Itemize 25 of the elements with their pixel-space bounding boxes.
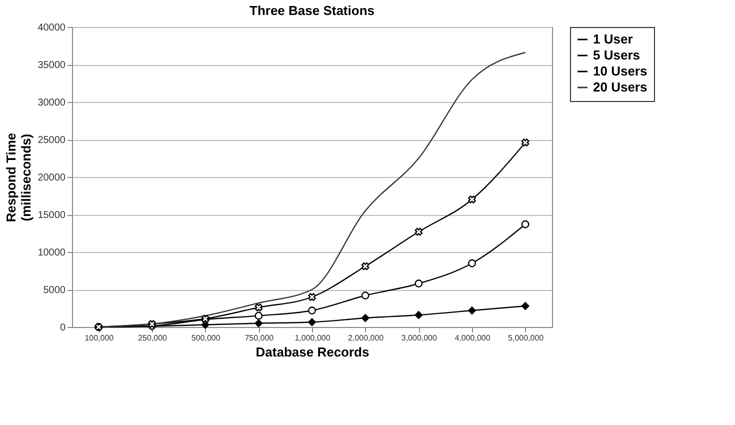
x-tick-label: 100,000 (84, 334, 114, 342)
chart-title: Three Base Stations (250, 3, 374, 18)
y-tick-label: 0 (60, 322, 66, 334)
y-tick-label: 10000 (38, 248, 66, 258)
x-tick-label: 3,000,000 (401, 334, 438, 342)
y-tick-label: 5000 (43, 285, 66, 296)
y-axis-title: Respond Time (milliseconds) (4, 132, 34, 222)
y-tick-label: 20000 (38, 172, 66, 184)
y-tick-label: 40000 (38, 22, 66, 34)
x-tick-label: 2,000,000 (348, 334, 384, 342)
x-tick-label: 5,000,000 (508, 334, 544, 342)
x-tick-label: 750,000 (244, 334, 274, 342)
legend-label: 5 Users (593, 48, 640, 62)
legend-label: 20 Users (593, 80, 648, 94)
x-tick-label: 250,000 (138, 334, 168, 342)
y-tick-label: 15000 (38, 210, 66, 221)
x-axis-title: Database Records (256, 344, 370, 360)
legend-label: 10 Users (593, 64, 648, 78)
x-tick-label: 500,000 (191, 334, 221, 342)
legend-label: 1 User (593, 32, 633, 46)
x-tick-label: 1,000,000 (294, 334, 331, 342)
y-tick-label: 30000 (38, 98, 66, 108)
y-tick-label: 35000 (38, 60, 66, 71)
y-tick-label: 25000 (38, 135, 66, 146)
x-tick-label: 4,000,000 (454, 334, 491, 342)
